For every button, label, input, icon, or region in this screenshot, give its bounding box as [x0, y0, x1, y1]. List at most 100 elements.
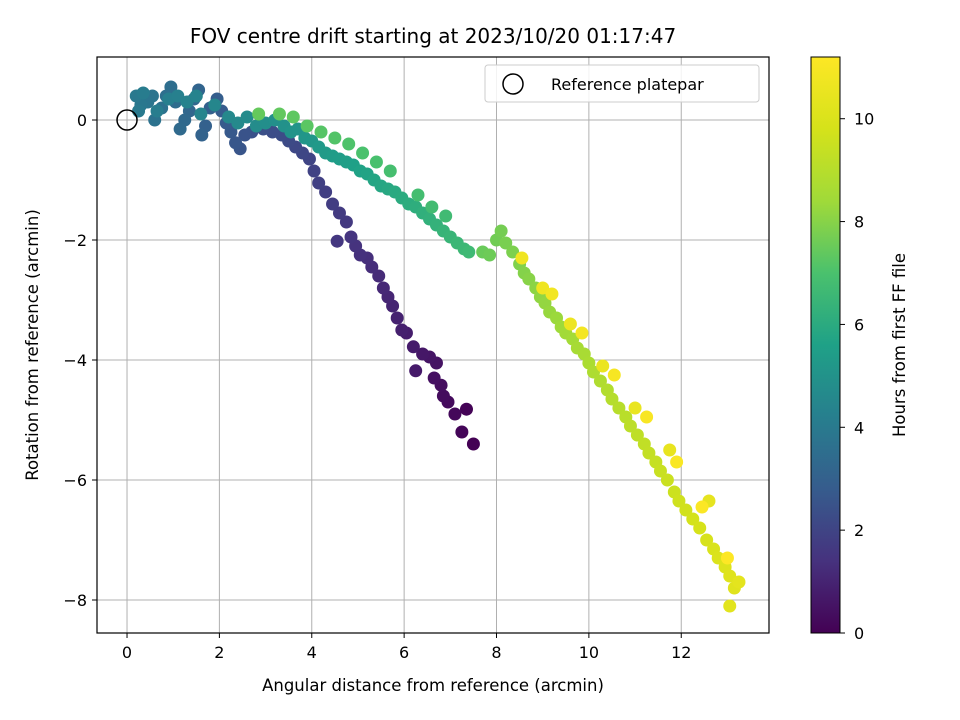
- scatter-point: [395, 323, 409, 337]
- scatter-point: [330, 234, 344, 248]
- y-tick-label: −4: [63, 351, 87, 370]
- scatter-point: [506, 245, 520, 259]
- scatter-point: [300, 119, 314, 133]
- scatter-point: [663, 443, 677, 457]
- scatter-point: [536, 281, 550, 295]
- scatter-point: [723, 569, 737, 583]
- x-tick-label: 12: [671, 643, 691, 662]
- legend-label: Reference platepar: [551, 75, 704, 94]
- scatter-point: [194, 107, 208, 121]
- scatter-point: [342, 137, 356, 151]
- scatter-point: [383, 164, 397, 178]
- y-axis-ticks: 0 −2 −4 −6 −8: [63, 111, 97, 610]
- scatter-point: [171, 89, 185, 103]
- scatter-point: [231, 116, 245, 130]
- colorbar: [810, 56, 841, 634]
- scatter-point: [586, 365, 600, 379]
- y-tick-label: −2: [63, 231, 87, 250]
- scatter-point: [425, 200, 439, 214]
- scatter-point: [623, 419, 637, 433]
- scatter-point: [406, 340, 420, 354]
- x-tick-label: 4: [307, 643, 317, 662]
- scatter-point: [515, 251, 529, 265]
- scatter-point: [132, 104, 146, 118]
- scatter-point: [439, 209, 453, 223]
- scatter-point: [376, 281, 390, 295]
- scatter-point: [679, 503, 693, 517]
- scatter-point: [499, 236, 513, 250]
- y-axis-label: Rotation from reference (arcmin): [23, 209, 42, 481]
- scatter-point: [522, 272, 536, 286]
- scatter-point: [222, 110, 236, 124]
- scatter-point: [494, 224, 508, 238]
- colorbar-tick-label: 6: [854, 315, 864, 334]
- scatter-point: [670, 455, 684, 469]
- scatter-point: [642, 446, 656, 460]
- scatter-point: [339, 215, 353, 229]
- x-tick-label: 8: [491, 643, 501, 662]
- scatter-point: [189, 89, 203, 103]
- plot-frame: [96, 56, 770, 634]
- colorbar-label: Hours from first FF file: [890, 253, 909, 437]
- scatter-point: [448, 407, 462, 421]
- scatter-point: [653, 464, 667, 478]
- scatter-point: [545, 287, 559, 301]
- scatter-point: [328, 131, 342, 145]
- scatter-point: [711, 551, 725, 565]
- scatter-point: [732, 575, 746, 589]
- scatter-point: [286, 110, 300, 124]
- scatter-point: [411, 188, 425, 202]
- x-tick-label: 2: [214, 643, 224, 662]
- scatter-point: [416, 347, 430, 361]
- grid: [97, 57, 769, 633]
- chart-title: FOV centre drift starting at 2023/10/20 …: [190, 24, 676, 48]
- scatter-point: [723, 599, 737, 613]
- legend: Reference platepar: [484, 64, 760, 103]
- scatter-point: [240, 110, 254, 124]
- legend-box: [484, 64, 760, 103]
- scatter-point: [660, 473, 674, 487]
- y-tick-label: −6: [63, 471, 87, 490]
- scatter-point: [344, 230, 358, 244]
- colorbar-tick-label: 2: [854, 521, 864, 540]
- scatter-point: [427, 371, 441, 385]
- scatter-point: [455, 425, 469, 439]
- scatter-point: [390, 311, 404, 325]
- scatter-point: [319, 185, 333, 199]
- reference-platepar-marker: [116, 109, 138, 131]
- scatter-point: [136, 86, 150, 100]
- scatter-point: [640, 410, 654, 424]
- y-tick-label: 0: [77, 111, 87, 130]
- scatter-point: [593, 374, 607, 388]
- x-tick-label: 0: [122, 643, 132, 662]
- scatter-point: [173, 122, 187, 136]
- scatter-point: [208, 98, 222, 112]
- scatter-point: [314, 125, 328, 139]
- scatter-point: [238, 128, 252, 142]
- x-axis-label: Angular distance from reference (arcmin): [262, 676, 604, 695]
- scatter-point: [607, 368, 621, 382]
- scatter-point: [695, 500, 709, 514]
- scatter-point: [195, 128, 209, 142]
- legend-marker-icon: [502, 73, 524, 95]
- scatter-point: [252, 107, 266, 121]
- scatter-point: [483, 248, 497, 262]
- scatter-point: [326, 197, 340, 211]
- scatter-point: [272, 107, 286, 121]
- scatter-point: [563, 317, 577, 331]
- scatter-point: [409, 364, 423, 378]
- scatter-point: [312, 176, 326, 190]
- scatter-point: [693, 521, 707, 535]
- x-axis-ticks: 0 2 4 6 8 10 12: [122, 633, 691, 662]
- scatter-point: [372, 269, 386, 283]
- scatter-point: [332, 206, 346, 220]
- scatter-point: [686, 512, 700, 526]
- scatter-point: [356, 146, 370, 160]
- scatter-point: [700, 533, 714, 547]
- y-tick-label: −8: [63, 591, 87, 610]
- scatter-point: [720, 551, 734, 565]
- scatter-point: [436, 389, 450, 403]
- scatter-point: [605, 392, 619, 406]
- scatter-point: [466, 437, 480, 451]
